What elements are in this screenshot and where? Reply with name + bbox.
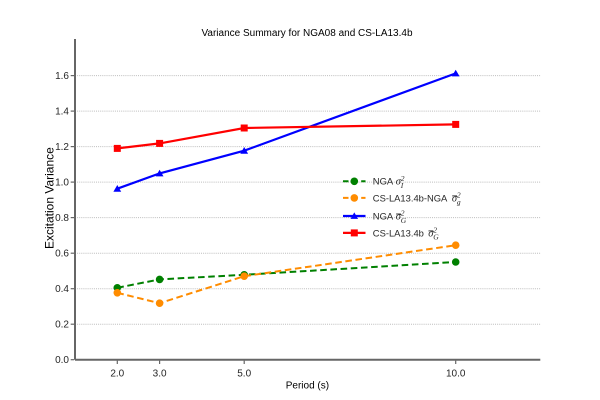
- svg-text:0.2: 0.2: [55, 320, 69, 331]
- svg-text:g: g: [457, 198, 461, 207]
- svg-text:2: 2: [401, 174, 405, 183]
- svg-text:1.4: 1.4: [55, 107, 69, 118]
- svg-text:0.4: 0.4: [55, 284, 69, 295]
- svg-text:Period (s): Period (s): [286, 381, 329, 392]
- svg-text:2: 2: [457, 190, 461, 199]
- svg-text:Variance Summary for NGA08 and: Variance Summary for NGA08 and CS-LA13.4…: [201, 28, 412, 39]
- svg-text:G: G: [433, 233, 439, 242]
- svg-text:2: 2: [433, 225, 437, 234]
- svg-text:I: I: [400, 181, 404, 190]
- svg-text:σ: σ: [396, 211, 402, 222]
- svg-text:NGA: NGA: [373, 176, 394, 187]
- svg-text:5.0: 5.0: [237, 369, 251, 380]
- svg-text:NGA: NGA: [373, 210, 394, 221]
- svg-text:CS-LA13.4b: CS-LA13.4b: [373, 227, 424, 238]
- svg-text:2.0: 2.0: [110, 369, 124, 380]
- svg-text:2: 2: [401, 209, 405, 218]
- svg-text:G: G: [401, 216, 407, 225]
- svg-text:0.0: 0.0: [55, 355, 69, 366]
- svg-text:1.0: 1.0: [55, 178, 69, 189]
- svg-text:10.0: 10.0: [446, 369, 466, 380]
- svg-text:σ: σ: [396, 177, 402, 188]
- svg-text:1.2: 1.2: [55, 142, 69, 153]
- svg-text:0.6: 0.6: [55, 249, 69, 260]
- svg-text:Excitation Variance: Excitation Variance: [43, 147, 57, 249]
- svg-text:3.0: 3.0: [153, 369, 167, 380]
- svg-text:0.8: 0.8: [55, 213, 69, 224]
- svg-text:σ: σ: [452, 193, 458, 204]
- svg-text:σ: σ: [428, 228, 434, 239]
- svg-text:CS-LA13.4b-NGA: CS-LA13.4b-NGA: [373, 192, 448, 203]
- svg-text:1.6: 1.6: [55, 71, 69, 82]
